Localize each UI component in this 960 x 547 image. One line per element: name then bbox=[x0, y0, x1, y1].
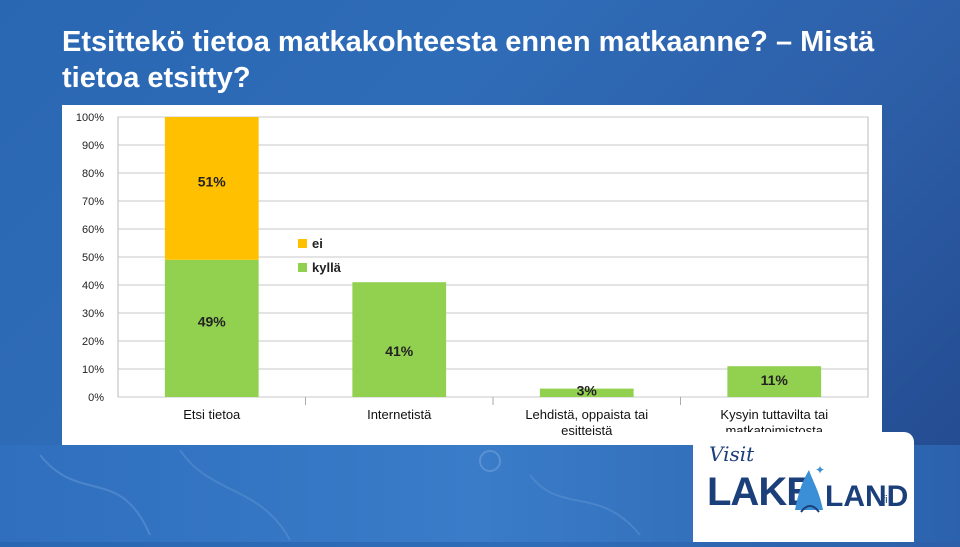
x-category-label: Internetistä bbox=[367, 407, 432, 422]
y-tick-label: 100% bbox=[76, 112, 104, 124]
svg-text:✦: ✦ bbox=[815, 463, 825, 477]
data-label: 51% bbox=[198, 173, 227, 189]
bar-kyll-1 bbox=[352, 282, 447, 397]
legend-label: ei bbox=[312, 236, 323, 251]
y-tick-label: 0% bbox=[88, 392, 104, 404]
decorative-swirls bbox=[39, 449, 641, 541]
bar-kyll-2 bbox=[539, 388, 634, 397]
bar-chart: 0% 10% 20% 30% 40% 50% 60% 70% 80% 90% 100% 49% 51% E… bbox=[62, 105, 882, 445]
x-category-label: Etsi tietoa bbox=[183, 407, 241, 422]
data-label: 11% bbox=[761, 372, 789, 388]
splash-icon: ✦ bbox=[795, 463, 825, 513]
visit-lakeland-logo: Visit LAKE ✦ LAND .fi bbox=[693, 432, 914, 542]
data-label: 3% bbox=[577, 383, 598, 399]
logo-lake-text: LAKE bbox=[707, 470, 813, 514]
bar-ei-0 bbox=[164, 117, 259, 260]
y-tick-label: 20% bbox=[82, 336, 104, 348]
x-category-label: esitteistä bbox=[561, 423, 613, 438]
x-category-label: Kysyin tuttavilta tai bbox=[720, 407, 828, 422]
y-tick-label: 40% bbox=[82, 280, 104, 292]
chart-svg: 0% 10% 20% 30% 40% 50% 60% 70% 80% 90% 100% 49% 51% E… bbox=[76, 112, 869, 438]
y-tick-label: 30% bbox=[82, 308, 104, 320]
legend-swatch bbox=[298, 263, 307, 272]
bar-kyll-3 bbox=[727, 366, 822, 397]
logo-land-text: LAND bbox=[825, 480, 909, 513]
y-tick-label: 50% bbox=[82, 252, 104, 264]
y-tick-label: 60% bbox=[82, 224, 104, 236]
y-tick-label: 70% bbox=[82, 196, 104, 208]
legend-label: kyllä bbox=[312, 260, 342, 275]
y-tick-label: 90% bbox=[82, 140, 104, 152]
logo-visit-text: Visit bbox=[709, 442, 755, 466]
data-label: 41% bbox=[385, 343, 414, 359]
slide-title: Etsittekö tietoa matkakohteesta ennen ma… bbox=[62, 26, 875, 94]
legend-swatch bbox=[298, 239, 307, 248]
y-tick-label: 80% bbox=[82, 168, 104, 180]
logo-fi-text: .fi bbox=[879, 494, 888, 506]
bar-kyll-0 bbox=[164, 259, 259, 397]
x-category-label: Lehdistä, oppaista tai bbox=[525, 407, 648, 422]
y-tick-label: 10% bbox=[82, 364, 104, 376]
data-label: 49% bbox=[198, 314, 227, 330]
